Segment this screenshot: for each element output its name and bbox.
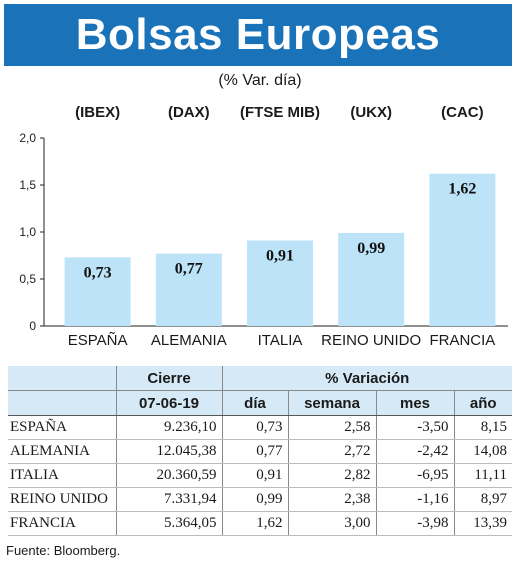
cell-cierre: 7.331,94 — [115, 487, 222, 512]
header-dia: día — [221, 390, 288, 416]
table-row: REINO UNIDO 7.331,94 0,99 2,38 -1,16 8,97 — [8, 487, 512, 512]
y-tick-label: 0,5 — [19, 272, 36, 286]
cell-semana: 2,72 — [287, 439, 376, 464]
table-row: ALEMANIA 12.045,38 0,77 2,72 -2,42 14,08 — [8, 439, 512, 464]
cell-dia: 1,62 — [221, 511, 288, 536]
x-category-label: FRANCIA — [429, 332, 496, 349]
index-label: (FTSE MIB) — [240, 104, 320, 121]
bar — [247, 240, 313, 326]
cell-ano: 8,97 — [453, 487, 512, 512]
bar — [64, 257, 131, 326]
bar-value-label: 0,91 — [266, 247, 294, 264]
country-labels: ESPAÑA ALEMANIA ITALIA REINO UNIDO FRANCIA — [0, 332, 520, 352]
cell-ano: 14,08 — [453, 439, 512, 464]
bar-value-label: 1,62 — [448, 181, 476, 198]
cell-cierre: 9.236,10 — [115, 415, 222, 440]
header-semana: semana — [287, 390, 376, 416]
header-cierre: Cierre — [115, 366, 222, 391]
cell-mes: -2,42 — [375, 439, 454, 464]
y-tick-label: 1,5 — [19, 178, 36, 192]
y-tick-label: 1,0 — [19, 225, 36, 239]
bar — [155, 253, 222, 326]
bar-value-label: 0,99 — [357, 240, 385, 257]
title-banner: Bolsas Europeas — [4, 4, 512, 66]
chart-subtitle: (% Var. día) — [218, 72, 302, 89]
table-row: ITALIA 20.360,59 0,91 2,82 -6,95 11,11 — [8, 463, 512, 488]
index-label: (UKX) — [350, 104, 393, 121]
cell-name: REINO UNIDO — [8, 487, 116, 512]
index-label: (CAC) — [441, 104, 484, 121]
header-variacion: % Variación — [221, 366, 512, 391]
header-blank — [8, 366, 116, 391]
cell-ano: 8,15 — [453, 415, 512, 440]
bar — [429, 173, 496, 326]
cell-mes: -6,95 — [375, 463, 454, 488]
chart-title: Bolsas Europeas — [75, 10, 441, 59]
bar-chart: 0 0,5 1,0 1,5 2,0 0,73 0,77 0,91 0,99 1,62 — [19, 131, 508, 333]
header-blank-2 — [8, 390, 116, 416]
cell-cierre: 5.364,05 — [115, 511, 222, 536]
cell-mes: -3,98 — [375, 511, 454, 536]
cell-dia: 0,73 — [221, 415, 288, 440]
bar — [338, 232, 405, 326]
cell-semana: 3,00 — [287, 511, 376, 536]
cell-name: ALEMANIA — [8, 439, 116, 464]
index-label: (DAX) — [167, 104, 210, 121]
table-row: ESPAÑA 9.236,10 0,73 2,58 -3,50 8,15 — [8, 415, 512, 440]
index-label: (IBEX) — [75, 104, 121, 121]
cell-semana: 2,58 — [287, 415, 376, 440]
header-mes: mes — [375, 390, 454, 416]
index-labels: (IBEX) (DAX) (FTSE MIB) (UKX) (CAC) — [0, 104, 520, 124]
cell-mes: -1,16 — [375, 487, 454, 512]
header-date: 07-06-19 — [115, 390, 222, 416]
cell-dia: 0,99 — [221, 487, 288, 512]
x-category-label: ALEMANIA — [150, 332, 227, 349]
cell-cierre: 20.360,59 — [115, 463, 222, 488]
y-tick-label: 2,0 — [19, 131, 36, 145]
table-row: FRANCIA 5.364,05 1,62 3,00 -3,98 13,39 — [8, 511, 512, 536]
cell-dia: 0,91 — [221, 463, 288, 488]
header-ano: año — [453, 390, 512, 416]
cell-name: ITALIA — [8, 463, 116, 488]
cell-dia: 0,77 — [221, 439, 288, 464]
source-note: Fuente: Bloomberg. — [6, 543, 121, 558]
cell-semana: 2,82 — [287, 463, 376, 488]
x-category-label: ITALIA — [257, 332, 303, 349]
y-tick-label: 0 — [29, 319, 36, 333]
cell-name: FRANCIA — [8, 511, 116, 536]
bar-value-label: 0,77 — [175, 261, 203, 278]
cell-ano: 11,11 — [453, 463, 512, 488]
data-table: Cierre % Variación 07-06-19 día semana m… — [8, 366, 512, 536]
cell-cierre: 12.045,38 — [115, 439, 222, 464]
cell-ano: 13,39 — [453, 511, 512, 536]
cell-mes: -3,50 — [375, 415, 454, 440]
cell-name: ESPAÑA — [8, 415, 116, 440]
bar-value-label: 0,73 — [84, 264, 112, 281]
x-category-label: REINO UNIDO — [321, 332, 422, 349]
x-category-label: ESPAÑA — [67, 332, 128, 349]
cell-semana: 2,38 — [287, 487, 376, 512]
